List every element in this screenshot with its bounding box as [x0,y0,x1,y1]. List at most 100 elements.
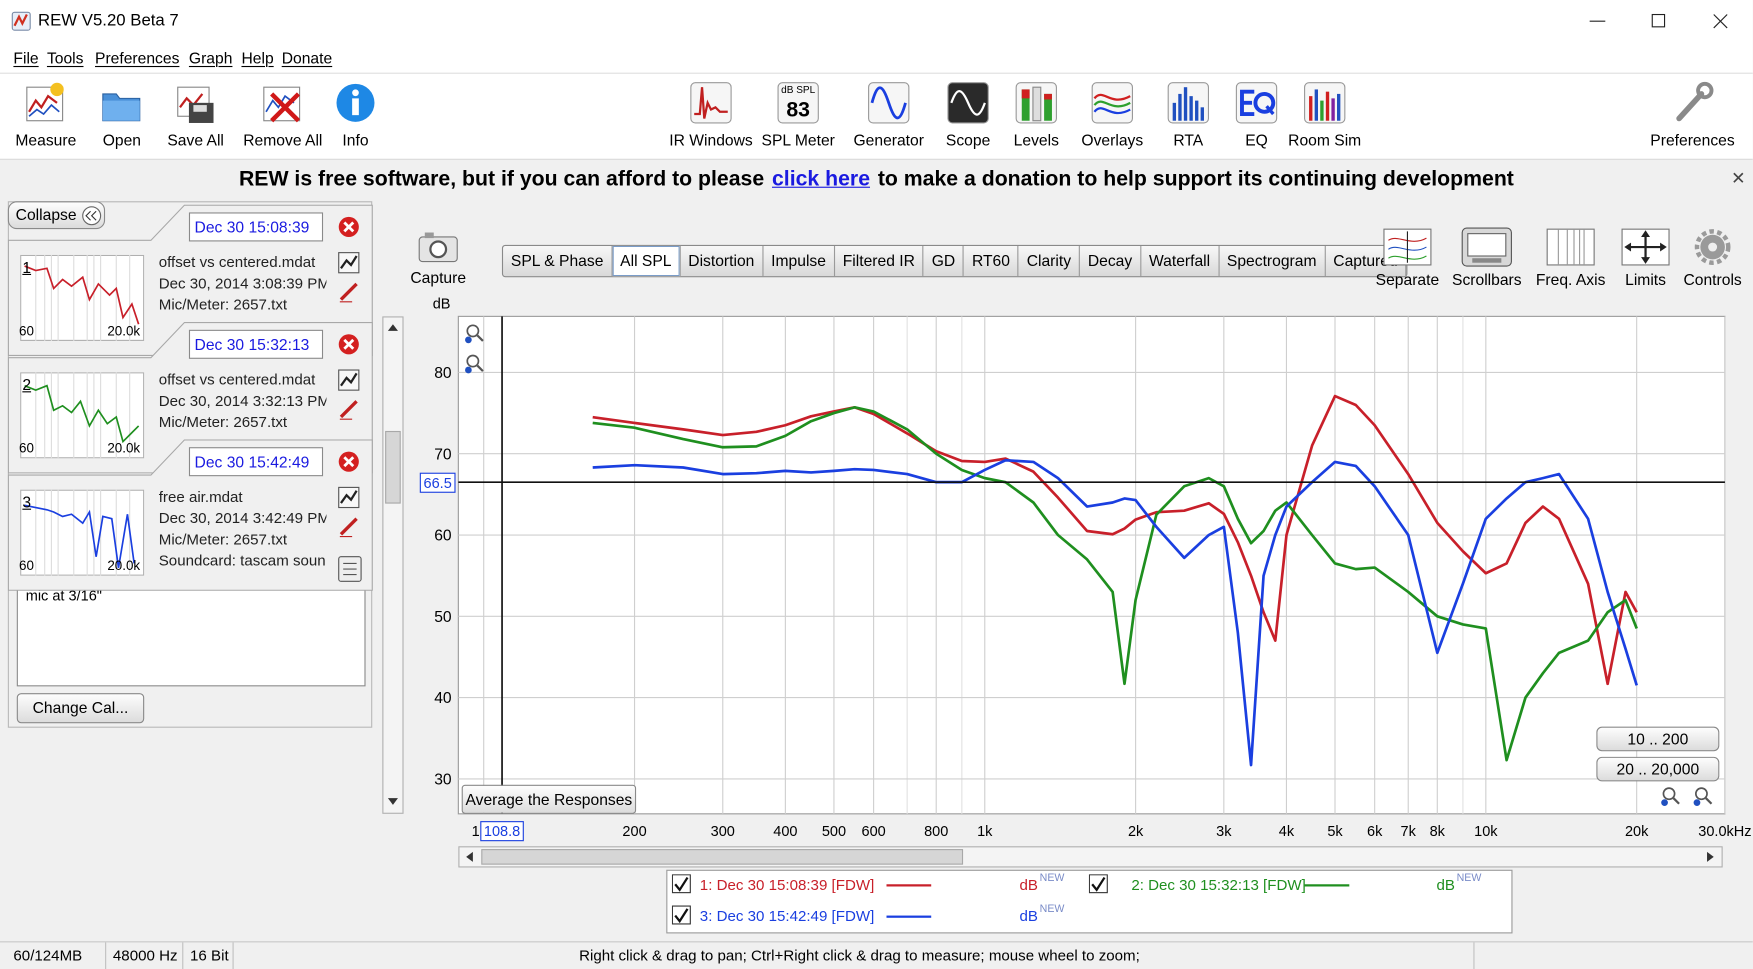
scrollbar-parts [385,324,401,805]
graph-tab[interactable]: Decay [1080,245,1142,277]
toolbar-label[interactable]: RTA [1173,130,1204,149]
spl-unit: dB SPL [781,85,815,96]
measurement-time[interactable]: Dec 30 15:42:49 [188,447,324,477]
measurement-file: offset vs centered.mdat [158,253,316,271]
graph-tab[interactable]: Distortion [680,245,764,277]
icon-art [1235,82,1278,124]
menu-item[interactable]: Donate [281,49,333,68]
toolbar-label[interactable]: Levels [1013,130,1059,149]
graph-tool-icon[interactable] [1620,227,1671,267]
toolbar-icon[interactable] [866,80,911,125]
collapse-button[interactable]: Collapse [7,201,106,230]
measurement-file: free air.mdat [158,488,243,506]
toolbar-icon[interactable] [1166,80,1211,125]
toolbar-label[interactable]: Info [342,130,369,149]
toolbar-label[interactable]: Save All [167,130,224,149]
toolbar-label[interactable]: Scope [945,130,991,149]
toolbar-icon[interactable] [1670,80,1715,125]
legend-unit: dB [1019,876,1038,894]
measurement-time[interactable]: Dec 30 15:08:39 [188,212,324,242]
menu-item[interactable]: File [13,49,39,68]
toolbar-icon[interactable] [1234,80,1279,125]
graph-tab[interactable]: SPL & Phase [503,245,613,277]
graph-tab[interactable]: Waterfall [1141,245,1220,277]
cursor-x-label: 108.8 [484,824,520,840]
graph-tab[interactable]: All SPL [612,245,681,277]
notes-box[interactable]: mic at 3/16" [16,579,366,687]
legend-unit-tag: NEW [1456,871,1482,885]
capture-label[interactable]: Capture [410,268,467,287]
graph-tab[interactable]: GD [924,245,965,277]
remove-measurement[interactable] [338,333,360,355]
response-line [592,406,1638,762]
status-text: 60/124MB [13,946,83,964]
graph-tab[interactable]: Clarity [1019,245,1080,277]
thumb-min-label: 60 [19,323,34,339]
measurement-time[interactable]: Dec 30 15:32:13 [188,329,324,359]
toolbar-icon[interactable] [1014,80,1059,125]
graph-tab[interactable]: Filtered IR [835,245,924,277]
toolbar-icon[interactable] [1090,80,1135,125]
graph-tab[interactable]: RT60 [964,245,1019,277]
toolbar-label[interactable]: Measure [15,130,77,149]
graph-tool-label[interactable]: Scrollbars [1452,270,1522,289]
toolbar-label[interactable]: Generator [853,130,924,149]
graph-tool-label[interactable]: Separate [1375,270,1440,289]
menu-item[interactable]: Graph [188,49,233,68]
range-button[interactable]: 20 .. 20,000 [1596,756,1720,782]
toolbar-label[interactable]: Open [102,130,141,149]
graph-tab[interactable]: Spectrogram [1219,245,1326,277]
range-button[interactable]: 10 .. 200 [1596,726,1720,752]
toolbar-icon[interactable] [333,80,378,125]
legend-checkbox[interactable] [1088,874,1109,894]
measurement-index: 3 [22,492,32,511]
toolbar-icon[interactable] [23,80,68,125]
notes-text: mic at 3/16" [25,586,102,604]
measurement-mic: Mic/Meter: 2657.txt [158,413,288,431]
toolbar-icon[interactable] [689,80,734,125]
toolbar-icon[interactable] [1302,80,1347,125]
toolbar-label[interactable]: EQ [1245,130,1268,149]
menu-item[interactable]: Help [241,49,274,68]
remove-measurement[interactable] [338,216,360,238]
toolbar-icon[interactable] [173,80,218,125]
vertical-scrollbar[interactable] [382,316,404,814]
toolbar-label[interactable]: IR Windows [669,130,753,149]
graph-tool-label[interactable]: Limits [1625,270,1666,289]
y-axis-label: dB [433,297,451,313]
toolbar-label[interactable]: SPL Meter [761,130,835,149]
toolbar-icon[interactable] [260,80,305,125]
banner-link[interactable]: click here [771,167,871,192]
graph-tool-icon[interactable] [1461,227,1512,267]
window-controls[interactable] [1576,9,1744,36]
app-icon [11,11,31,31]
average-button[interactable]: Average the Responses [461,784,637,814]
toolbar-label[interactable]: Preferences [1650,130,1735,149]
legend-checkbox[interactable] [671,905,692,925]
horizontal-scrollbar[interactable] [458,846,1723,868]
toolbar-label[interactable]: Remove All [243,130,323,149]
window-title: REW V5.20 Beta 7 [38,11,179,31]
toolbar-icon[interactable] [99,80,144,125]
graph-tool-icon[interactable] [1687,227,1738,267]
y-tick-label: 70 [434,446,452,463]
graph-tool-label[interactable]: Controls [1683,270,1742,289]
menu-item[interactable]: Tools [46,49,84,68]
x-tick-label: 10k [1474,824,1498,840]
status-divider [182,942,184,969]
y-tick-label: 30 [434,771,452,788]
legend-checkbox[interactable] [671,874,692,894]
banner-close[interactable] [1731,170,1747,186]
toolbar-label[interactable]: Overlays [1081,130,1144,149]
menu-item[interactable]: Preferences [95,49,180,68]
graph-tab[interactable]: Impulse [763,245,835,277]
graph-tool-icon[interactable] [1545,227,1596,267]
x-tick-label: 600 [862,824,886,840]
graph-tool-icon[interactable] [1382,227,1433,267]
toolbar-icon[interactable] [946,80,991,125]
change-cal-button[interactable]: Change Cal... [16,693,145,724]
toolbar-label[interactable]: Room Sim [1288,130,1362,149]
remove-measurement[interactable] [338,451,360,473]
graph-tool-label[interactable]: Freq. Axis [1535,270,1606,289]
